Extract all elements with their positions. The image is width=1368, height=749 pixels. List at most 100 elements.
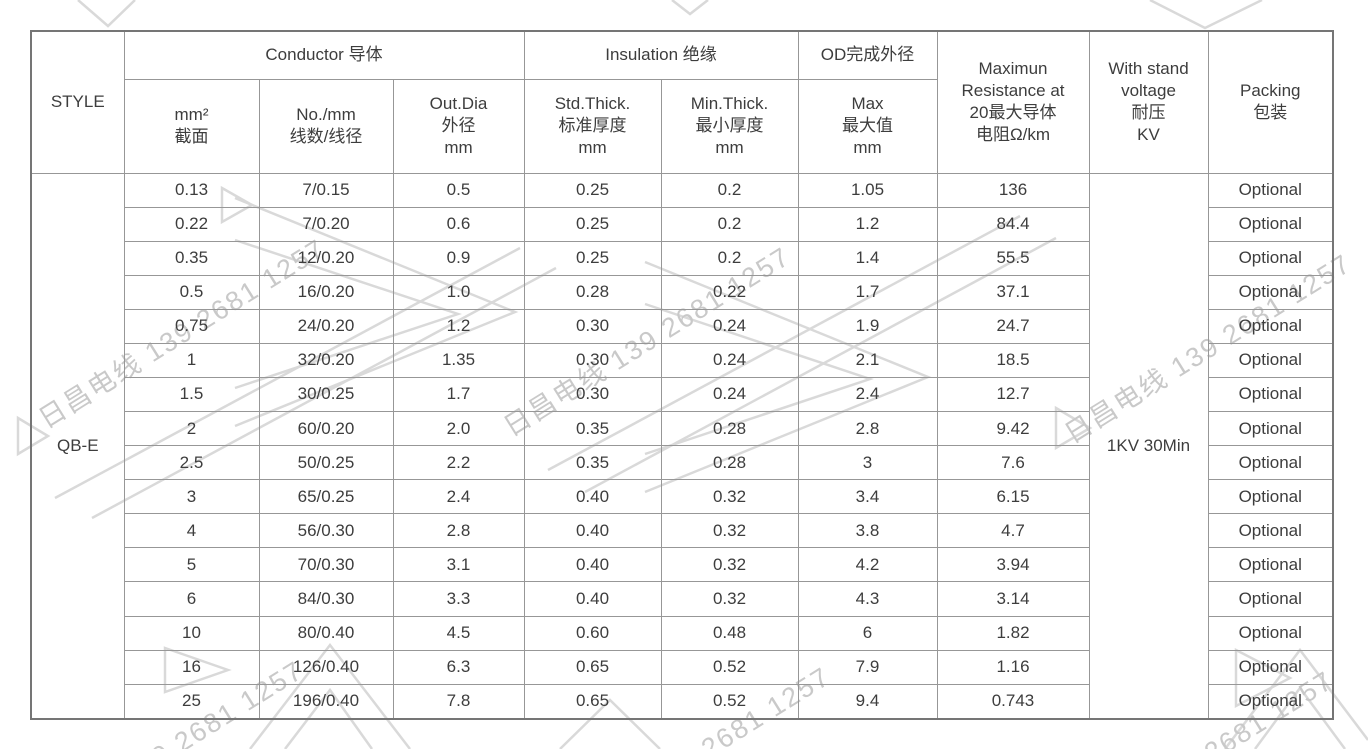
header-resistance: Maximun Resistance at 20最大导体 电阻Ω/km (936, 30, 1090, 174)
cell-std_thick: 0.40 (523, 581, 662, 617)
watermark-triangle-icon (671, 0, 709, 16)
watermark-triangle-icon (1149, 0, 1263, 30)
cell-packing: Optional (1207, 342, 1334, 378)
cell-mm2: 0.35 (123, 240, 260, 276)
cell-od_max: 2.4 (797, 376, 938, 413)
cell-out_dia: 1.2 (392, 308, 525, 344)
cell-no_mm: 12/0.20 (258, 240, 394, 276)
cell-od_max: 3.4 (797, 479, 938, 515)
cell-std_thick: 0.60 (523, 615, 662, 651)
cell-packing: Optional (1207, 445, 1334, 481)
cell-min_thick: 0.2 (660, 240, 799, 276)
cell-mm2: 10 (123, 615, 260, 651)
cell-mm2: 5 (123, 547, 260, 583)
table-row: 5 70/0.30 3.1 0.40 0.32 4.2 3.94 Optional (31, 547, 1334, 583)
cell-no_mm: 16/0.20 (258, 274, 394, 310)
cell-packing: Optional (1207, 615, 1334, 651)
cell-resistance: 84.4 (936, 206, 1090, 242)
cell-packing: Optional (1207, 547, 1334, 583)
cell-no_mm: 7/0.15 (258, 172, 394, 208)
cell-resistance: 4.7 (936, 513, 1090, 549)
cell-mm2: 0.22 (123, 206, 260, 242)
cell-resistance: 24.7 (936, 308, 1090, 344)
cell-od_max: 2.8 (797, 411, 938, 447)
spec-table-body: QB-E 0.13 7/0.15 0.5 0.25 0.2 1.05 136 1KV 30Min… (30, 172, 1334, 720)
header-voltage: With stand voltage 耐压 KV (1088, 30, 1209, 174)
header-style: STYLE (30, 30, 125, 174)
header-conductor-group: Conductor 导体 (123, 30, 525, 80)
cell-packing: Optional (1207, 411, 1334, 447)
cell-min_thick: 0.52 (660, 683, 799, 720)
cell-std_thick: 0.25 (523, 240, 662, 276)
cell-packing: Optional (1207, 513, 1334, 549)
cell-resistance: 1.82 (936, 615, 1090, 651)
header-min-thick: Min.Thick. 最小厚度 mm (660, 78, 799, 174)
cell-min_thick: 0.32 (660, 547, 799, 583)
cell-min_thick: 0.32 (660, 479, 799, 515)
cell-std_thick: 0.28 (523, 274, 662, 310)
cell-out_dia: 3.3 (392, 581, 525, 617)
cell-resistance: 136 (936, 172, 1090, 208)
header-std-thick: Std.Thick. 标准厚度 mm (523, 78, 662, 174)
cell-od_max: 1.2 (797, 206, 938, 242)
cell-min_thick: 0.2 (660, 172, 799, 208)
cell-od_max: 4.3 (797, 581, 938, 617)
cell-resistance: 7.6 (936, 445, 1090, 481)
cell-no_mm: 32/0.20 (258, 342, 394, 378)
cell-packing: Optional (1207, 172, 1334, 208)
watermark-triangle-icon (77, 0, 136, 28)
cell-std_thick: 0.30 (523, 342, 662, 378)
cell-od_max: 2.1 (797, 342, 938, 378)
cell-mm2: 0.5 (123, 274, 260, 310)
cell-std_thick: 0.65 (523, 649, 662, 685)
cell-resistance: 3.94 (936, 547, 1090, 583)
cell-packing: Optional (1207, 240, 1334, 276)
table-row: 6 84/0.30 3.3 0.40 0.32 4.3 3.14 Optional (31, 581, 1334, 617)
header-no-mm: No./mm 线数/线径 (258, 78, 394, 174)
cell-min_thick: 0.22 (660, 274, 799, 310)
cell-no_mm: 7/0.20 (258, 206, 394, 242)
cell-no_mm: 60/0.20 (258, 411, 394, 447)
cell-mm2: 1.5 (123, 376, 260, 413)
cell-out_dia: 2.4 (392, 479, 525, 515)
cell-min_thick: 0.28 (660, 411, 799, 447)
cell-mm2: 3 (123, 479, 260, 515)
cell-out_dia: 0.9 (392, 240, 525, 276)
cell-out_dia: 1.35 (392, 342, 525, 378)
cell-mm2: 25 (123, 683, 260, 720)
cell-no_mm: 30/0.25 (258, 376, 394, 413)
header-packing: Packing 包装 (1207, 30, 1334, 174)
cell-min_thick: 0.52 (660, 649, 799, 685)
cell-packing: Optional (1207, 308, 1334, 344)
style-value-cell: QB-E (30, 172, 125, 720)
cell-od_max: 1.9 (797, 308, 938, 344)
cell-min_thick: 0.24 (660, 342, 799, 378)
cell-std_thick: 0.35 (523, 445, 662, 481)
cell-out_dia: 0.6 (392, 206, 525, 242)
header-mm2: mm² 截面 (123, 78, 260, 174)
cell-od_max: 9.4 (797, 683, 938, 720)
cell-out_dia: 2.8 (392, 513, 525, 549)
cell-od_max: 1.7 (797, 274, 938, 310)
cell-mm2: 2.5 (123, 445, 260, 481)
header-od-max: Max 最大值 mm (797, 78, 938, 174)
cell-no_mm: 70/0.30 (258, 547, 394, 583)
cell-min_thick: 0.28 (660, 445, 799, 481)
cell-std_thick: 0.25 (523, 172, 662, 208)
cell-mm2: 6 (123, 581, 260, 617)
cell-out_dia: 2.2 (392, 445, 525, 481)
cell-resistance: 55.5 (936, 240, 1090, 276)
cell-min_thick: 0.24 (660, 376, 799, 413)
cell-min_thick: 0.32 (660, 513, 799, 549)
cell-packing: Optional (1207, 479, 1334, 515)
spec-table: STYLE Conductor 导体 Insulation 绝缘 OD完成外径 … (30, 30, 1334, 720)
cell-std_thick: 0.30 (523, 308, 662, 344)
cell-mm2: 4 (123, 513, 260, 549)
header-od-group: OD完成外径 (797, 30, 938, 80)
cell-packing: Optional (1207, 683, 1334, 720)
cell-mm2: 0.13 (123, 172, 260, 208)
cell-out_dia: 6.3 (392, 649, 525, 685)
cell-min_thick: 0.24 (660, 308, 799, 344)
cell-mm2: 0.75 (123, 308, 260, 344)
